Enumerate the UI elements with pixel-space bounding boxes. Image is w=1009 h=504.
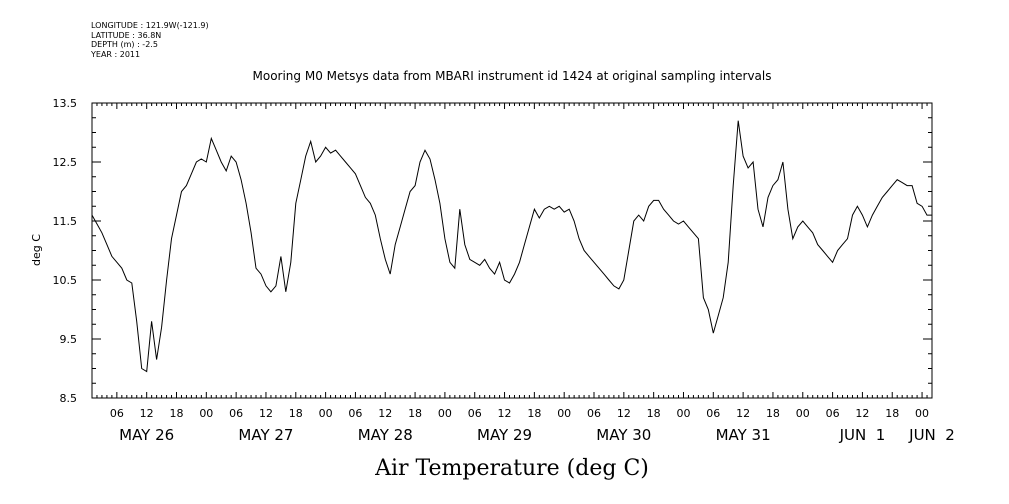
x-hour-label: 18 [527,407,541,420]
y-tick-label: 13.5 [53,97,78,110]
x-hour-label: 12 [259,407,273,420]
x-hour-label: 06 [826,407,840,420]
y-axis: 8.5 9.5 10.5 11.5 12.5 13.5 [53,97,932,405]
x-hour-label: 06 [110,407,124,420]
x-hour-label: 06 [468,407,482,420]
meta-latitude: LATITUDE : 36.8N [91,30,162,40]
x-day-label: JUN 2 [908,426,955,444]
x-hour-label: 00 [438,407,452,420]
x-hour-label: 06 [706,407,720,420]
x-day-label: MAY 28 [358,426,413,444]
x-axis: 06 12 18 00 06 12 18 00 06 12 18 00 06 12 18 00 06 12 18 00… [91,103,955,444]
x-hour-label: 12 [855,407,869,420]
x-hour-label: 12 [140,407,154,420]
meta-depth: DEPTH (m) : -2.5 [91,40,158,50]
x-hour-label: 12 [498,407,512,420]
x-hour-label: 18 [408,407,422,420]
x-day-label: JUN 1 [839,426,886,444]
plot-frame [91,102,933,399]
x-hour-label: 00 [557,407,571,420]
x-hour-label: 06 [587,407,601,420]
y-axis-label: deg C [30,234,43,266]
x-hour-label: 00 [915,407,929,420]
y-tick-label: 12.5 [53,156,78,169]
x-day-label: MAY 26 [119,426,174,444]
x-day-label: MAY 30 [596,426,651,444]
y-tick-label: 9.5 [60,333,78,346]
x-hour-label: 18 [647,407,661,420]
x-hour-label: 18 [289,407,303,420]
x-hour-label: 00 [199,407,213,420]
air-temperature-series-line [91,120,932,373]
x-hour-label: 18 [169,407,183,420]
meta-longitude: LONGITUDE : 121.9W(-121.9) [91,21,209,30]
x-hour-label: 18 [766,407,780,420]
y-tick-label: 11.5 [53,215,78,228]
metadata-block: LONGITUDE : 121.9W(-121.9) LATITUDE : 36… [91,21,209,59]
x-hour-label: 12 [617,407,631,420]
x-hour-label: 00 [676,407,690,420]
x-hour-label: 06 [348,407,362,420]
y-tick-label: 8.5 [60,392,78,405]
x-hour-label: 00 [796,407,810,420]
series-layer [91,120,932,373]
y-tick-label: 10.5 [53,274,78,287]
x-axis-label: Air Temperature (deg C) [374,456,649,481]
x-hour-label: 12 [378,407,392,420]
x-day-label: MAY 27 [238,426,293,444]
x-day-label: MAY 31 [716,426,771,444]
x-hour-label: 06 [229,407,243,420]
chart-title: Mooring M0 Metsys data from MBARI instru… [253,69,772,83]
x-hour-label: 00 [319,407,333,420]
x-day-label: MAY 29 [477,426,532,444]
meta-year: YEAR : 2011 [91,49,141,59]
x-hour-label: 18 [885,407,899,420]
x-hour-label: 12 [736,407,750,420]
